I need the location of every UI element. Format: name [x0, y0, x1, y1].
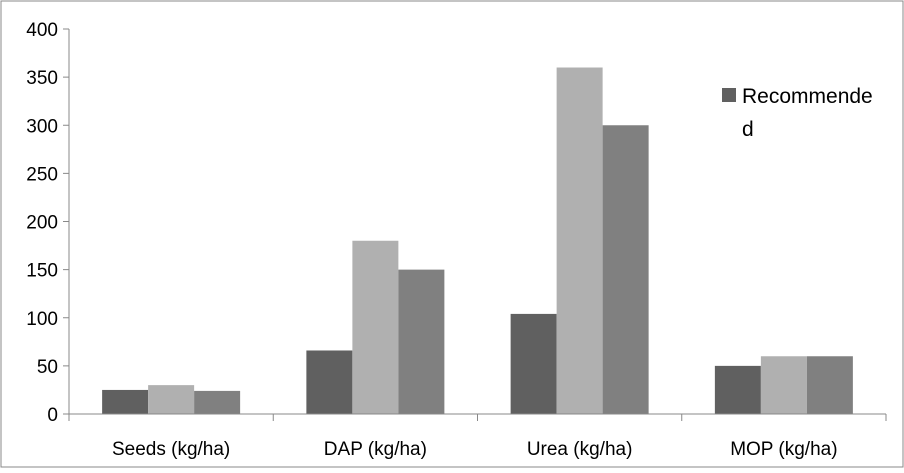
bar-series-1-cat-0	[148, 385, 195, 414]
bar-series-0-cat-1	[306, 350, 353, 414]
bars	[102, 67, 853, 414]
legend: Recommende d	[722, 85, 873, 141]
bar-series-2-cat-2	[602, 125, 649, 414]
x-tick-label: MOP (kg/ha)	[730, 439, 837, 460]
y-axis: 0 50 100 150 200 250 300 350 400	[26, 20, 70, 426]
x-tick-label: DAP (kg/ha)	[324, 439, 427, 460]
y-tick-label: 100	[26, 309, 58, 330]
bar-series-0-cat-3	[714, 365, 761, 414]
legend-label: Recommende	[742, 85, 873, 108]
legend-label: d	[742, 118, 754, 141]
bar-series-2-cat-3	[806, 356, 853, 414]
bar-series-2-cat-0	[194, 390, 241, 414]
x-tick-label: Seeds (kg/ha)	[112, 439, 230, 460]
bar-series-0-cat-2	[510, 313, 557, 414]
y-tick-label: 150	[26, 261, 58, 282]
y-tick-label: 50	[37, 357, 58, 378]
legend-swatch	[722, 88, 736, 102]
bar-series-1-cat-3	[760, 356, 807, 414]
x-tick-label: Urea (kg/ha)	[527, 439, 633, 460]
bar-series-2-cat-1	[398, 269, 445, 414]
bar-series-0-cat-0	[102, 389, 149, 414]
y-tick-label: 200	[26, 213, 58, 234]
bar-series-1-cat-1	[352, 240, 399, 414]
x-axis: Seeds (kg/ha) DAP (kg/ha) Urea (kg/ha) MOP …	[68, 413, 887, 460]
y-tick-label: 250	[26, 164, 58, 185]
bar-series-1-cat-2	[556, 67, 603, 414]
y-tick-label: 400	[26, 20, 58, 41]
y-tick-label: 0	[47, 405, 58, 426]
y-tick-label: 350	[26, 68, 58, 89]
y-tick-label: 300	[26, 116, 58, 137]
